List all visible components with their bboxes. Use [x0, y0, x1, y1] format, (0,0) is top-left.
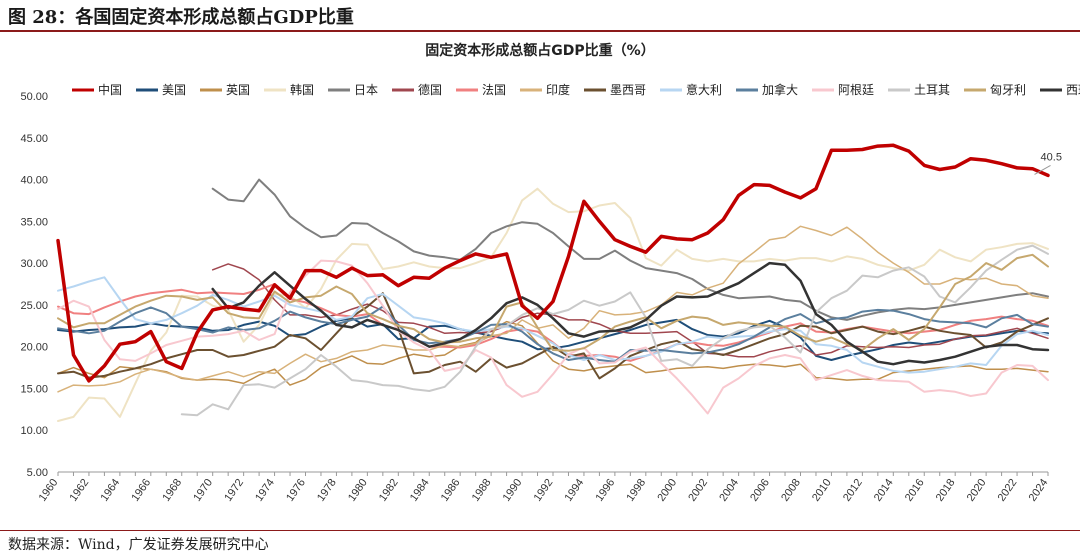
- series-line-韩国: [57, 187, 1049, 422]
- series-line-西班牙: [211, 261, 1050, 366]
- x-tick-label: 1988: [470, 477, 494, 504]
- legend-label: 法国: [482, 83, 506, 97]
- x-tick-label: 1986: [439, 477, 463, 504]
- legend-label: 阿根廷: [838, 83, 874, 97]
- x-tick-label: 1970: [191, 477, 215, 504]
- x-tick-label: 1984: [408, 477, 432, 504]
- x-tick-label: 1962: [68, 477, 92, 504]
- series-line-英国: [57, 320, 1049, 386]
- legend-label: 加拿大: [762, 82, 798, 97]
- series-line-墨西哥: [57, 292, 1049, 380]
- legend-label: 土耳其: [914, 83, 950, 97]
- x-tick-label: 1978: [315, 477, 339, 504]
- series-line-加拿大: [57, 305, 1049, 363]
- x-tick-label: 1976: [284, 477, 308, 504]
- legend-label: 韩国: [290, 82, 314, 97]
- x-tick-label: 1980: [346, 477, 370, 504]
- y-tick-label: 40.00: [20, 175, 48, 187]
- legend-label: 匈牙利: [990, 83, 1026, 97]
- y-tick-label: 5.00: [27, 467, 48, 479]
- y-tick-label: 10.00: [20, 425, 48, 437]
- legend-label: 日本: [354, 83, 378, 97]
- y-tick-label: 50.00: [20, 91, 48, 103]
- x-tick-label: 1966: [129, 477, 153, 504]
- legend: 中国 美国 英国 韩国 日本 德国 法国 印度 墨西哥 意大利 加拿大 阿根廷 土耳其 匈牙利 西班牙: [72, 82, 1080, 97]
- y-tick-label: 15.00: [20, 383, 48, 395]
- y-tick-label: 30.00: [20, 258, 48, 270]
- legend-label: 中国: [98, 82, 122, 97]
- x-tick-label: 1996: [593, 477, 617, 504]
- x-tick-label: 2000: [655, 477, 679, 504]
- plot-area: [56, 143, 1050, 422]
- x-tick-label: 1982: [377, 477, 401, 504]
- legend-label: 美国: [162, 83, 186, 97]
- x-tick-label: 2016: [903, 477, 927, 504]
- x-tick-label: 2020: [965, 477, 989, 504]
- x-tick-label: 1998: [624, 477, 648, 504]
- series-line-中国: [56, 143, 1050, 383]
- x-tick-label: 2004: [717, 477, 741, 504]
- footer-rule: [0, 530, 1080, 531]
- x-tick-label: 1994: [563, 477, 587, 504]
- legend-label: 英国: [226, 83, 250, 97]
- annotations: 40.5: [1034, 151, 1062, 175]
- annotation-leader: [1034, 164, 1051, 175]
- y-tick-label: 35.00: [20, 216, 48, 228]
- legend-label: 意大利: [686, 82, 722, 97]
- source-note: 数据来源：Wind，广发证券发展研究中心: [8, 537, 269, 553]
- series-line-阿根廷: [57, 259, 1049, 415]
- series-line-德国: [211, 263, 1049, 358]
- annotation-label: 40.5: [1041, 151, 1062, 163]
- figure-title: 图 28：各国固定资本形成总额占GDP比重: [8, 7, 354, 28]
- y-tick-label: 25.00: [20, 300, 48, 312]
- y-tick-label: 45.00: [20, 133, 48, 145]
- x-tick-label: 2002: [686, 477, 710, 504]
- x-tick-label: 1972: [222, 477, 246, 504]
- x-tick-label: 2014: [872, 477, 896, 504]
- x-tick-label: 2012: [841, 477, 865, 504]
- x-tick-label: 2018: [934, 477, 958, 504]
- x-tick-label: 1974: [253, 477, 277, 504]
- x-tick-label: 1992: [532, 477, 556, 504]
- chart-title: 固定资本形成总额占GDP比重（%）: [425, 43, 655, 59]
- x-tick-label: 2010: [810, 477, 834, 504]
- legend-label: 印度: [546, 82, 570, 97]
- x-tick-label: 2022: [996, 477, 1020, 504]
- series-line-意大利: [57, 276, 1049, 374]
- figure-header: 图 28：各国固定资本形成总额占GDP比重: [0, 0, 1080, 32]
- legend-label: 墨西哥: [610, 83, 646, 97]
- x-tick-label: 1964: [98, 477, 122, 504]
- header-rule: [0, 30, 1080, 32]
- series-line-印度: [57, 225, 1049, 393]
- x-tick-label: 1990: [501, 477, 525, 504]
- legend-label: 西班牙: [1066, 83, 1080, 97]
- x-tick-label: 2006: [748, 477, 772, 504]
- x-axis: 1960 1962 1964 1966 1968 1970 1972 1974 1976 1978…: [37, 471, 1051, 504]
- series-line-土耳其: [180, 244, 1049, 417]
- x-tick-label: 2008: [779, 477, 803, 504]
- series-line-日本: [211, 178, 1049, 321]
- y-axis: 5.00 10.00 15.00 20.00 25.00 30.00 35.00 40.00 4…: [20, 91, 48, 479]
- x-tick-label: 2024: [1027, 477, 1051, 504]
- y-tick-label: 20.00: [20, 342, 48, 354]
- legend-label: 德国: [418, 82, 442, 97]
- x-tick-label: 1968: [160, 477, 184, 504]
- x-tick-label: 1960: [37, 477, 61, 504]
